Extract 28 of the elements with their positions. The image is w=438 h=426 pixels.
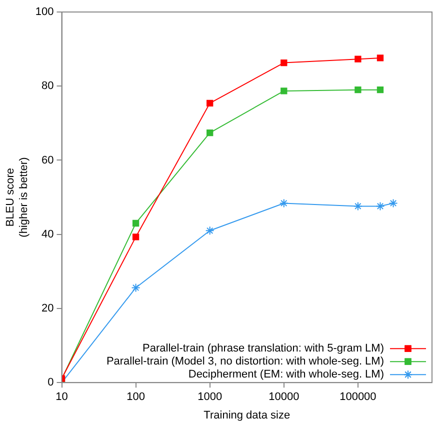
x-tick-label: 100000 [340, 391, 376, 404]
y-tick-label: 20 [42, 302, 54, 315]
point [279, 198, 288, 208]
point [353, 202, 362, 211]
x-axis-title: Training data size [204, 409, 290, 422]
y-tick-label: 40 [42, 228, 54, 240]
point [206, 100, 214, 106]
point [354, 86, 362, 94]
x-tick-label: 10 [56, 391, 68, 404]
point [205, 226, 214, 236]
point [132, 220, 140, 227]
x-tick-label: 10000 [268, 391, 300, 404]
legend-label: Parallel-train (phrase translation: with 5-gram LM) [142, 342, 384, 355]
y-tick-label: 80 [42, 80, 54, 92]
point [206, 129, 214, 136]
point [132, 234, 140, 240]
point [131, 283, 140, 292]
y-tick-label: 60 [42, 154, 54, 166]
x-tick-label: 1000 [198, 391, 222, 404]
y-tick-label: 0 [48, 376, 54, 389]
point [354, 56, 362, 62]
point [280, 59, 288, 66]
legend-label: Decipherment (EM: with whole-seg. LM) [188, 368, 384, 381]
x-tick-label: 100 [126, 391, 145, 404]
legend-label: Parallel-train (Model 3, no distortion: with whole-seg. LM) [106, 356, 384, 368]
point [280, 88, 288, 94]
y-axis-title: BLEU score (higher is better) [4, 157, 30, 238]
y-tick-label: 100 [35, 6, 54, 18]
